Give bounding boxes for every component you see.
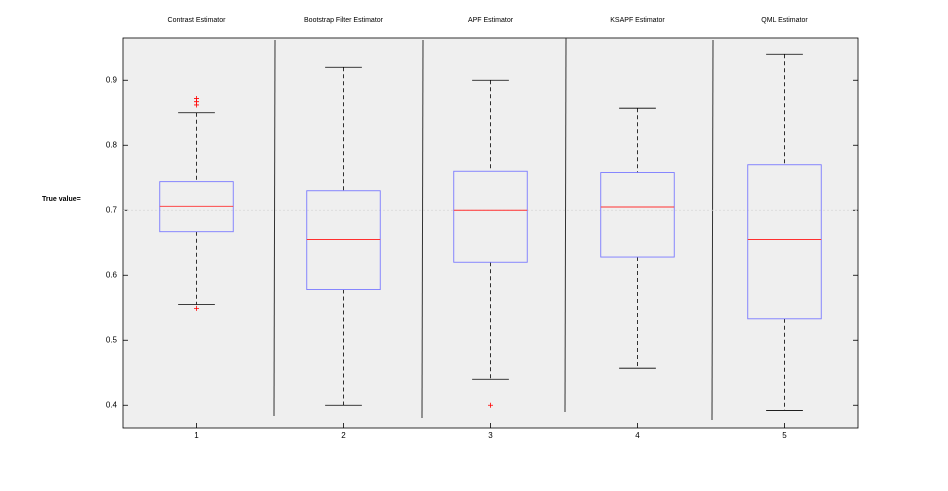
separators [273, 37, 714, 421]
y-tick-label: 0.7 [106, 205, 118, 214]
y-tick-label: 0.5 [106, 335, 118, 344]
separator [421, 39, 424, 419]
box-title: KSAPF Estimator [610, 17, 665, 24]
outlier [194, 305, 199, 311]
x-tick-label: 5 [782, 431, 787, 440]
separator [711, 39, 714, 421]
box-title: Bootstrap Filter Estimator [304, 17, 384, 24]
outlier [194, 102, 199, 108]
box [453, 170, 528, 263]
box [600, 172, 675, 258]
y-tick-label: 0.6 [106, 270, 118, 279]
box-title: APF Estimator [468, 17, 514, 24]
x-tick-label: 4 [635, 431, 640, 440]
separator [564, 37, 567, 413]
x-tick-label: 1 [194, 431, 199, 440]
box [747, 164, 822, 320]
y-tick-label: 0.8 [106, 140, 118, 149]
x-tick-label: 3 [488, 431, 493, 440]
y-tick-label: 0.4 [106, 400, 118, 409]
x-tick-label: 2 [341, 431, 346, 440]
y-tick-label: 0.9 [106, 75, 118, 84]
box-title: QML Estimator [761, 17, 808, 24]
separator [273, 39, 276, 417]
outlier [488, 402, 493, 408]
annotation: True value= [42, 196, 81, 203]
box [306, 190, 381, 291]
box-title: Contrast Estimator [168, 17, 227, 24]
